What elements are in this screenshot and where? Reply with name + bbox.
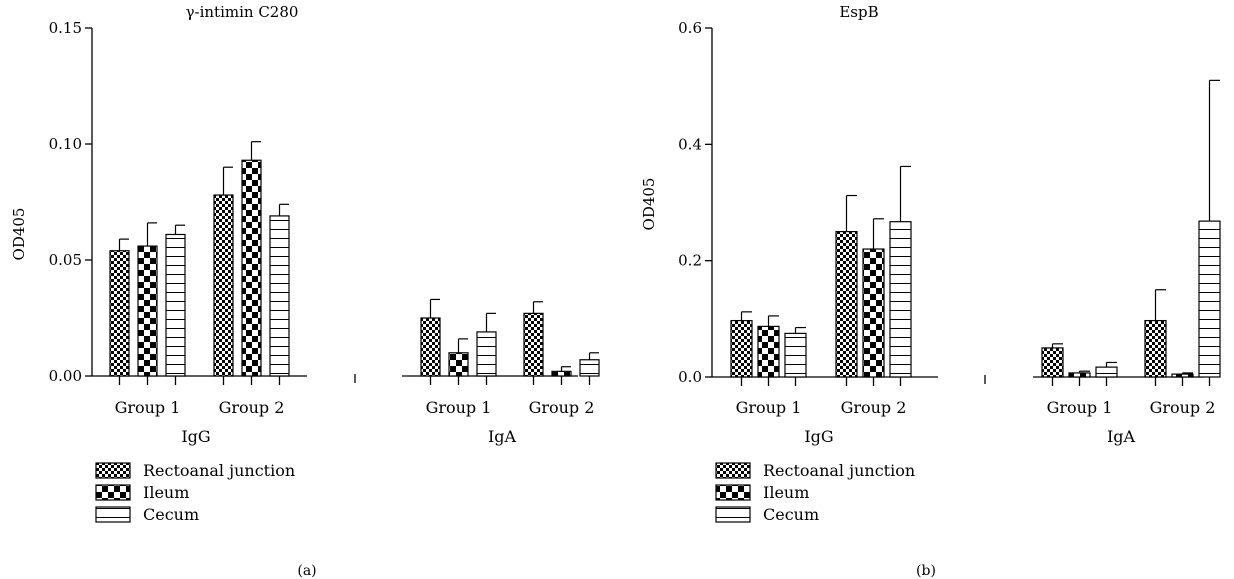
y-tick-label: 0.6 [678,19,702,37]
bar-rectoanal-junction [420,317,441,377]
isotype-label-igg: IgG [804,427,833,446]
y-tick-label: 0.05 [49,251,82,269]
bar-cecum [476,331,497,377]
legend-swatch-cecum [95,506,131,523]
isotype-label-iga: IgA [488,427,517,446]
bar-rectoanal-junction [1144,319,1167,378]
legend: Rectoanal junction Ileum Cecum [715,461,915,524]
bar-ileum [241,159,262,377]
y-tick-label: 0.00 [49,367,82,385]
isotype-label-iga: IgA [1107,427,1136,446]
panel-label: (b) [916,563,936,579]
x-category-label: Group 2 [219,398,285,417]
legend-label-cecum: Cecum [143,505,199,524]
legend-label-ileum: Ileum [763,483,809,502]
bar-cecum [1095,366,1118,378]
legend-label-rectoanal-junction: Rectoanal junction [763,461,915,480]
legend-swatch-ileum [95,484,131,501]
bar-ileum [137,245,158,377]
bar-rectoanal-junction [213,194,234,377]
x-category-label: Group 1 [115,398,181,417]
legend-swatch-rectoanal-junction [715,462,751,479]
x-category-label: Group 2 [1150,398,1216,417]
y-axis-label: OD405 [10,208,28,261]
bar-rectoanal-junction [835,230,858,378]
x-category-label: Group 2 [529,398,595,417]
x-category-label: Group 1 [1047,398,1113,417]
panel-label: (a) [297,563,316,579]
y-tick-label: 0.15 [49,19,82,37]
legend-label-cecum: Cecum [763,505,819,524]
bar-cecum [1198,220,1221,378]
y-tick-label: 0.0 [678,368,702,386]
bar-cecum [889,221,912,378]
bar-rectoanal-junction [523,312,544,377]
legend-swatch-rectoanal-junction [95,462,131,479]
legend-label-ileum: Ileum [143,483,189,502]
bar-cecum [165,233,186,377]
x-category-label: Group 1 [736,398,802,417]
bar-ileum [1171,373,1194,378]
bar-rectoanal-junction [730,319,753,378]
y-tick-label: 0.10 [49,135,82,153]
legend-label-rectoanal-junction: Rectoanal junction [143,461,295,480]
chart-title: EspB [839,3,878,21]
x-category-label: Group 2 [841,398,907,417]
bar-ileum [862,248,885,378]
bar-cecum [269,215,290,377]
bar-rectoanal-junction [1041,347,1064,378]
bar-cecum [579,359,600,377]
legend-swatch-cecum [715,506,751,523]
bar-cecum [784,332,807,378]
bar-ileum [551,370,572,377]
y-axis-label: OD405 [640,178,658,231]
x-category-label: Group 1 [426,398,492,417]
bar-ileum [448,352,469,377]
bar-ileum [1068,372,1091,378]
isotype-label-igg: IgG [181,427,210,446]
chart-panel-a: γ-intimin C280 OD405 0.00 0.05 0.10 0.15 Gr… [10,3,600,579]
legend: Rectoanal junction Ileum Cecum [95,461,295,524]
bar-rectoanal-junction [109,250,130,377]
y-tick-label: 0.4 [678,135,702,153]
legend-swatch-ileum [715,484,751,501]
y-tick-label: 0.2 [678,252,702,270]
chart-panel-b: EspB OD405 0.0 0.2 0.4 0.6 Group 1 Group 2 Gr… [640,3,1221,579]
chart-title: γ-intimin C280 [186,3,299,21]
bar-ileum [757,325,780,378]
